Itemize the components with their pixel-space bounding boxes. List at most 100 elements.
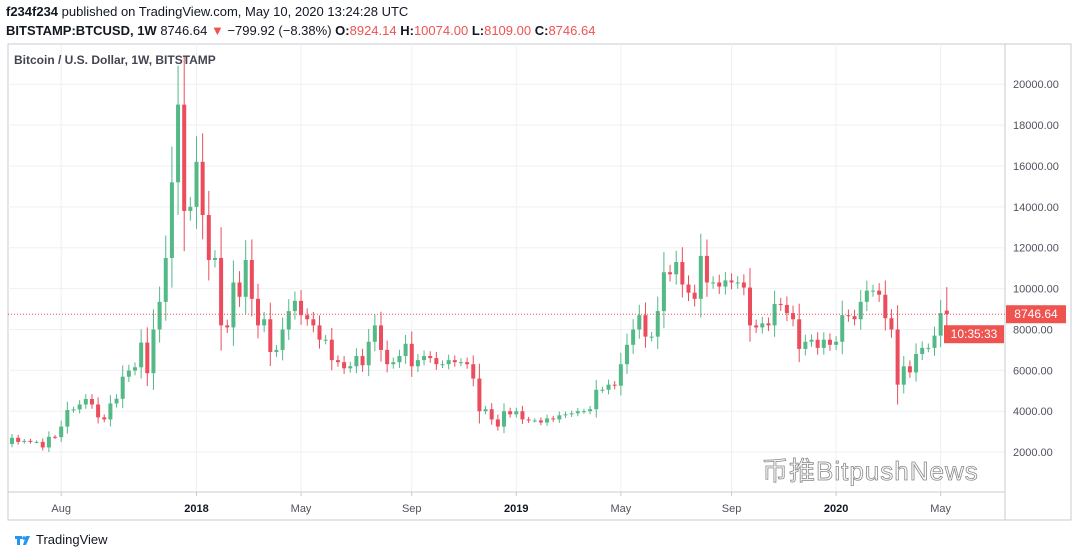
- candle-body: [243, 259, 248, 297]
- candle-body: [717, 282, 722, 287]
- y-tick-label: 18000.00: [1013, 120, 1059, 132]
- candle-body: [139, 342, 144, 368]
- candle-body: [176, 104, 181, 183]
- candle-body: [932, 335, 937, 348]
- candle-body: [649, 336, 654, 338]
- candle-body: [600, 389, 605, 391]
- candle-body: [791, 313, 796, 320]
- candle-body: [797, 319, 802, 349]
- candle-body: [551, 418, 556, 420]
- tradingview-logo[interactable]: TradingView: [14, 532, 108, 547]
- candle-body: [569, 413, 574, 415]
- candle-body: [502, 411, 506, 427]
- candle-body: [71, 409, 76, 411]
- candle-body: [834, 341, 839, 345]
- candle-body: [809, 339, 814, 342]
- candle-body: [581, 411, 586, 413]
- candle-body: [901, 366, 906, 385]
- candle-body: [40, 441, 45, 448]
- candle-body: [895, 329, 900, 385]
- candle-body: [803, 341, 808, 349]
- candle-body: [434, 358, 439, 365]
- x-tick-label: May: [291, 503, 312, 515]
- candle-body: [379, 325, 383, 350]
- last-price: 8746.64: [160, 23, 208, 38]
- candle-body: [748, 287, 752, 326]
- candle-body: [864, 290, 869, 302]
- last-price-label: 8746.64: [1014, 307, 1058, 321]
- low-value: 8109.00: [484, 23, 532, 38]
- candle-body: [83, 398, 88, 405]
- candle-body: [526, 419, 531, 421]
- open-value: 8924.14: [349, 23, 397, 38]
- high-value: 10074.00: [413, 23, 469, 38]
- x-tick-label: Aug: [51, 503, 71, 515]
- candle-body: [206, 215, 211, 260]
- candle-body: [188, 206, 193, 211]
- candle-body: [741, 282, 746, 288]
- candle-body: [163, 257, 168, 302]
- y-tick-label: 10000.00: [1013, 284, 1059, 296]
- y-tick-label: 6000.00: [1013, 365, 1053, 377]
- candle-body: [46, 436, 51, 448]
- candle-body: [575, 411, 580, 414]
- candle-body: [471, 364, 476, 379]
- x-tick-label: 2018: [184, 503, 208, 515]
- candle-body: [22, 440, 27, 442]
- candle-body: [686, 284, 691, 293]
- candle-body: [698, 255, 703, 299]
- candle-body: [200, 161, 205, 216]
- candle-body: [151, 329, 156, 374]
- candle-body: [907, 366, 912, 373]
- candle-body: [169, 182, 174, 258]
- candle-body: [495, 419, 500, 427]
- candle-body: [821, 339, 826, 348]
- candle-body: [274, 349, 279, 352]
- candle-body: [545, 418, 550, 423]
- chart-frame: [7, 43, 1072, 521]
- candle-body: [766, 323, 771, 326]
- published-text: published on TradingView.com, May 10, 20…: [61, 4, 409, 19]
- candle-body: [674, 262, 679, 275]
- candle-body: [465, 362, 470, 365]
- candle-body: [231, 282, 236, 328]
- candle-body: [643, 315, 648, 337]
- y-tick-label: 2000.00: [1013, 447, 1053, 459]
- candle-body: [114, 398, 119, 404]
- candle-body: [10, 437, 14, 444]
- candle-body: [729, 280, 734, 283]
- candle-body: [520, 411, 525, 420]
- ohlc-legend: BITSTAMP:BTCUSD, 1W 8746.64 ▼ −799.92 (−…: [6, 23, 595, 38]
- candle-body: [477, 378, 482, 412]
- candle-body: [889, 318, 894, 330]
- candle-body: [588, 409, 593, 412]
- candle-body: [458, 362, 463, 364]
- candle-body: [428, 356, 433, 359]
- candle-body: [96, 404, 101, 418]
- candle-body: [342, 362, 347, 369]
- candle-body: [871, 290, 875, 292]
- candle-body: [514, 411, 519, 415]
- candle-body: [348, 366, 353, 369]
- chart-title: Bitcoin / U.S. Dollar, 1W, BITSTAMP: [14, 53, 216, 67]
- candle-body: [16, 437, 21, 442]
- candle-body: [323, 339, 328, 341]
- candle-body: [446, 360, 451, 365]
- candle-body: [219, 257, 224, 326]
- candle-body: [59, 426, 64, 438]
- candle-body: [415, 360, 420, 367]
- x-tick-label: Sep: [722, 503, 742, 515]
- publish-info: f234f234 published on TradingView.com, M…: [6, 4, 408, 19]
- candle-body: [723, 280, 728, 287]
- candle-body: [557, 415, 562, 420]
- candle-body: [366, 341, 371, 366]
- candle-body: [840, 315, 845, 342]
- y-tick-label: 16000.00: [1013, 161, 1059, 173]
- candle-body: [920, 347, 925, 355]
- candle-body: [391, 362, 396, 365]
- candle-body: [938, 313, 943, 336]
- candle-body: [815, 339, 820, 348]
- x-tick-label: May: [610, 503, 631, 515]
- candle-body: [34, 441, 39, 443]
